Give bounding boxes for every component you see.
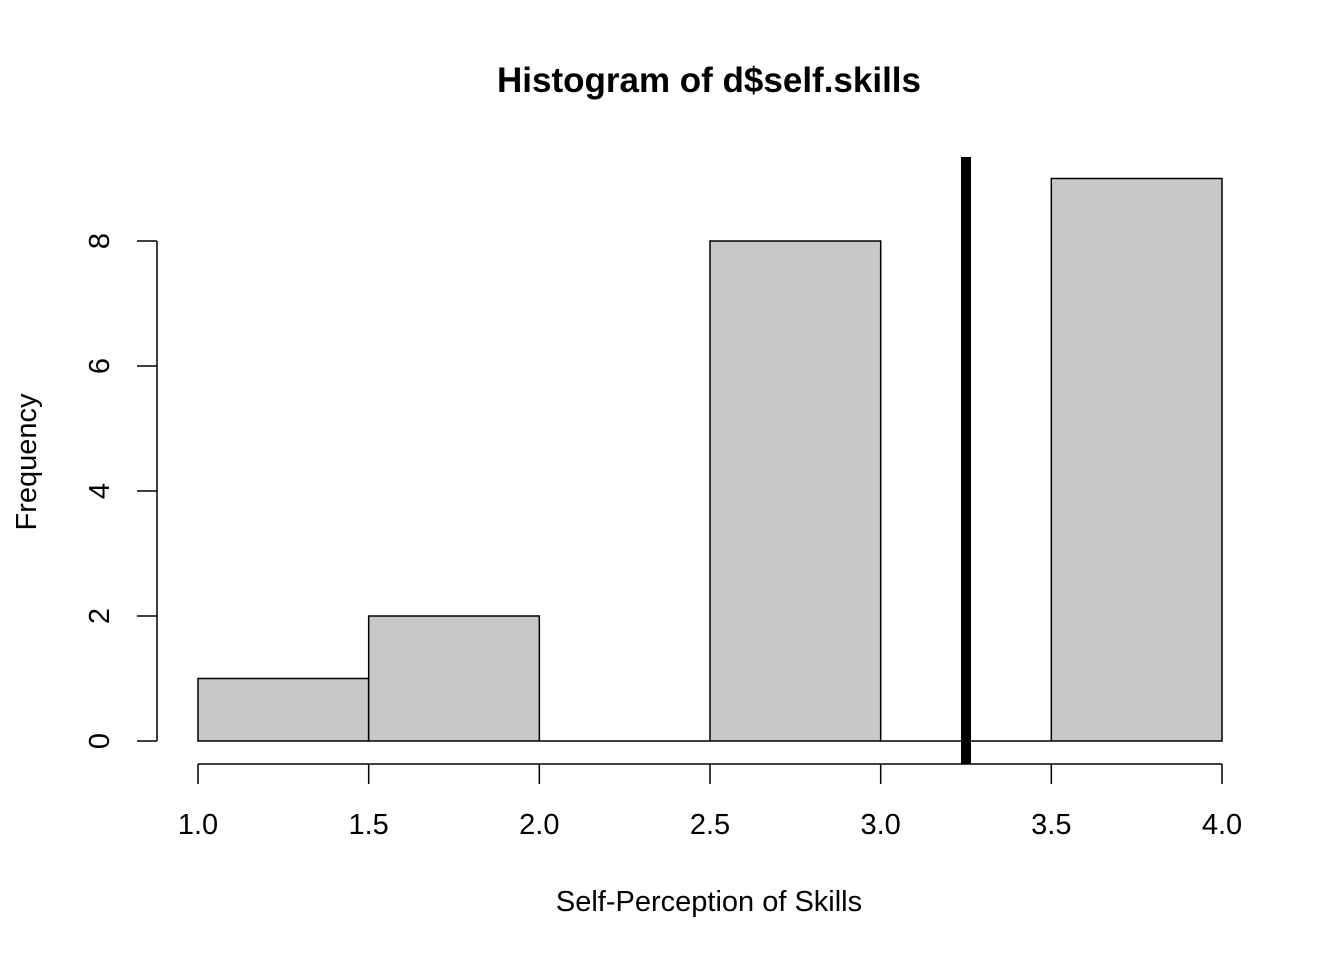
x-axis-label: Self-Perception of Skills: [556, 886, 862, 918]
y-tick-label: 4: [84, 483, 116, 499]
y-tick-label: 0: [84, 733, 116, 749]
x-tick-label: 4.0: [1202, 809, 1242, 841]
x-tick-label: 3.5: [1031, 809, 1071, 841]
x-tick-label: 3.0: [861, 809, 901, 841]
y-tick-label: 6: [84, 358, 116, 374]
x-tick-label: 1.0: [178, 809, 218, 841]
x-tick-label: 1.5: [349, 809, 389, 841]
y-axis: 0 2 4 6 8: [84, 233, 158, 749]
histogram-bar: [197, 677, 370, 742]
y-axis-label: Frequency: [11, 393, 43, 531]
x-axis: 1.0 1.5 2.0 2.5 3.0 3.5 4.0: [178, 763, 1242, 841]
x-tick-label: 2.0: [519, 809, 559, 841]
x-tick-label: 2.5: [690, 809, 730, 841]
histogram-bar: [709, 240, 882, 742]
histogram-bar: [1050, 177, 1223, 742]
bars-group: [197, 177, 1223, 742]
y-tick-label: 2: [84, 608, 116, 624]
chart-title: Histogram of d$self.skills: [497, 61, 921, 100]
histogram-bar: [367, 615, 541, 742]
y-tick-label: 8: [84, 233, 116, 249]
